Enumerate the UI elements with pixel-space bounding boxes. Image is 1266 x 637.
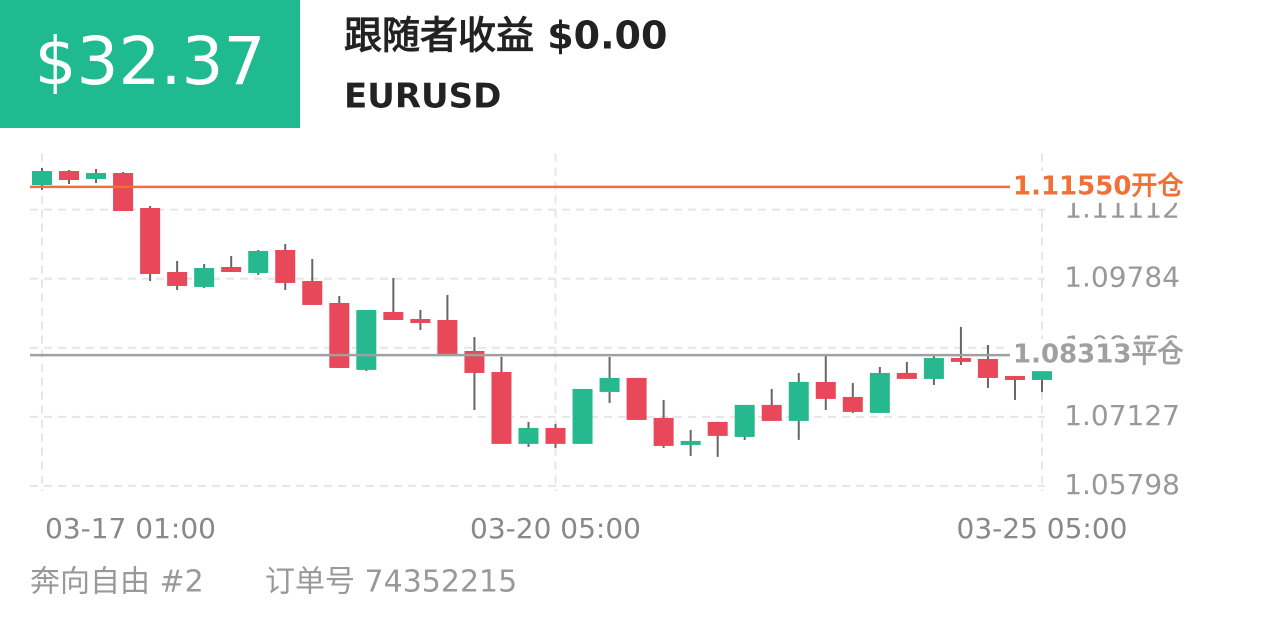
candle-body bbox=[86, 173, 107, 179]
candle-body bbox=[329, 302, 350, 368]
candle-body bbox=[302, 280, 323, 305]
strategy-name: 奔向自由 #2 bbox=[30, 565, 204, 600]
candle-body bbox=[842, 396, 863, 412]
title: 跟随者收益 $0.00 bbox=[344, 14, 667, 58]
amount: $32.37 bbox=[35, 23, 266, 100]
candle-body bbox=[545, 427, 566, 444]
symbol: EURUSD bbox=[344, 77, 501, 117]
candle-body bbox=[491, 371, 512, 444]
candle-body bbox=[275, 250, 296, 283]
candle-body bbox=[221, 267, 242, 272]
candle-body bbox=[977, 358, 998, 378]
x-tick-label: 03-20 05:00 bbox=[470, 512, 641, 545]
candle-body bbox=[626, 377, 647, 420]
candle-body bbox=[869, 372, 890, 413]
y-tick-label: 1.05798 bbox=[1064, 468, 1180, 501]
candle-body bbox=[896, 372, 917, 379]
candle-body bbox=[248, 250, 269, 273]
reference-label-bg bbox=[1010, 339, 1185, 372]
candle-body bbox=[383, 311, 404, 320]
candle-body bbox=[410, 318, 431, 323]
reference-label-bg bbox=[1010, 170, 1185, 203]
candle-body bbox=[815, 381, 836, 399]
candle-body bbox=[788, 381, 809, 421]
candle-body bbox=[1004, 375, 1025, 380]
candle-body bbox=[707, 421, 728, 436]
candle-body bbox=[572, 388, 593, 444]
candle-body bbox=[923, 357, 944, 379]
candle-body bbox=[32, 171, 52, 186]
x-tick-label: 03-25 05:00 bbox=[957, 512, 1128, 545]
candle-body bbox=[167, 271, 188, 286]
reference-label: 1.11550开仓 bbox=[1013, 170, 1184, 201]
candle-body bbox=[761, 404, 782, 421]
reference-label: 1.08313平仓 bbox=[1013, 339, 1184, 370]
candle-body bbox=[653, 417, 674, 446]
x-tick-label: 03-17 01:00 bbox=[45, 512, 216, 545]
candle-body bbox=[140, 207, 161, 274]
candle-body bbox=[599, 377, 620, 392]
candle-body bbox=[194, 267, 215, 287]
amount-box bbox=[0, 0, 300, 128]
candle-body bbox=[113, 173, 134, 212]
candle-body bbox=[59, 171, 80, 181]
candle-body bbox=[437, 319, 458, 354]
candle-body bbox=[950, 357, 971, 362]
candle-body bbox=[464, 350, 485, 373]
order-number: 订单号 74352215 bbox=[265, 565, 517, 600]
y-tick-label: 1.09784 bbox=[1064, 261, 1180, 294]
y-tick-label: 1.07127 bbox=[1064, 399, 1180, 432]
candle-body bbox=[356, 309, 377, 370]
candle-body bbox=[518, 427, 539, 444]
candle-body bbox=[680, 440, 701, 445]
candle-body bbox=[1032, 370, 1052, 380]
candle-body bbox=[734, 404, 755, 437]
